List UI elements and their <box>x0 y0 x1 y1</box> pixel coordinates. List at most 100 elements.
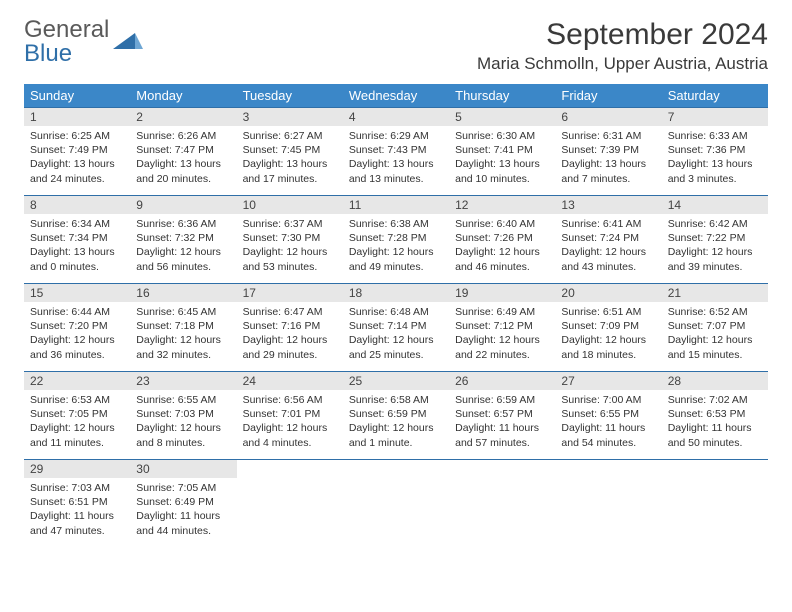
sunset-line: Sunset: 6:55 PM <box>561 407 655 421</box>
calendar-body: 1Sunrise: 6:25 AMSunset: 7:49 PMDaylight… <box>24 108 768 548</box>
calendar-cell: 18Sunrise: 6:48 AMSunset: 7:14 PMDayligh… <box>343 284 449 372</box>
calendar-cell: 25Sunrise: 6:58 AMSunset: 6:59 PMDayligh… <box>343 372 449 460</box>
sunset-line: Sunset: 7:12 PM <box>455 319 549 333</box>
day-number: 27 <box>555 372 661 390</box>
weekday-header: Monday <box>130 84 236 108</box>
daylight-line2: and 0 minutes. <box>30 260 124 274</box>
sunset-line: Sunset: 7:26 PM <box>455 231 549 245</box>
sunset-line: Sunset: 7:07 PM <box>668 319 762 333</box>
weekday-header: Sunday <box>24 84 130 108</box>
sunset-line: Sunset: 7:14 PM <box>349 319 443 333</box>
sunrise-line: Sunrise: 6:30 AM <box>455 129 549 143</box>
calendar-cell: 19Sunrise: 6:49 AMSunset: 7:12 PMDayligh… <box>449 284 555 372</box>
sunset-line: Sunset: 7:43 PM <box>349 143 443 157</box>
title-block: September 2024 Maria Schmolln, Upper Aus… <box>477 18 768 74</box>
calendar-cell: 17Sunrise: 6:47 AMSunset: 7:16 PMDayligh… <box>237 284 343 372</box>
daylight-line1: Daylight: 12 hours <box>243 333 337 347</box>
day-number: 9 <box>130 196 236 214</box>
day-details: Sunrise: 6:45 AMSunset: 7:18 PMDaylight:… <box>130 302 236 366</box>
weekday-header: Thursday <box>449 84 555 108</box>
header: General Blue September 2024 Maria Schmol… <box>24 18 768 74</box>
sunset-line: Sunset: 7:45 PM <box>243 143 337 157</box>
day-number: 3 <box>237 108 343 126</box>
sunset-line: Sunset: 7:32 PM <box>136 231 230 245</box>
day-number: 15 <box>24 284 130 302</box>
day-details: Sunrise: 7:05 AMSunset: 6:49 PMDaylight:… <box>130 478 236 542</box>
daylight-line2: and 36 minutes. <box>30 348 124 362</box>
day-number: 16 <box>130 284 236 302</box>
sunrise-line: Sunrise: 6:26 AM <box>136 129 230 143</box>
sunset-line: Sunset: 7:49 PM <box>30 143 124 157</box>
daylight-line2: and 15 minutes. <box>668 348 762 362</box>
daylight-line1: Daylight: 13 hours <box>136 157 230 171</box>
calendar-cell: 29Sunrise: 7:03 AMSunset: 6:51 PMDayligh… <box>24 460 130 548</box>
day-details: Sunrise: 6:25 AMSunset: 7:49 PMDaylight:… <box>24 126 130 190</box>
sunset-line: Sunset: 6:59 PM <box>349 407 443 421</box>
sunrise-line: Sunrise: 6:53 AM <box>30 393 124 407</box>
sunset-line: Sunset: 7:18 PM <box>136 319 230 333</box>
daylight-line1: Daylight: 12 hours <box>30 333 124 347</box>
day-details: Sunrise: 6:52 AMSunset: 7:07 PMDaylight:… <box>662 302 768 366</box>
day-number: 10 <box>237 196 343 214</box>
day-number: 18 <box>343 284 449 302</box>
logo-text-general: General <box>24 16 109 43</box>
calendar-cell: 5Sunrise: 6:30 AMSunset: 7:41 PMDaylight… <box>449 108 555 196</box>
calendar-cell: 6Sunrise: 6:31 AMSunset: 7:39 PMDaylight… <box>555 108 661 196</box>
daylight-line1: Daylight: 12 hours <box>349 333 443 347</box>
calendar-week-row: 1Sunrise: 6:25 AMSunset: 7:49 PMDaylight… <box>24 108 768 196</box>
sunset-line: Sunset: 7:41 PM <box>455 143 549 157</box>
sunrise-line: Sunrise: 6:38 AM <box>349 217 443 231</box>
day-number: 4 <box>343 108 449 126</box>
day-details: Sunrise: 6:33 AMSunset: 7:36 PMDaylight:… <box>662 126 768 190</box>
daylight-line2: and 44 minutes. <box>136 524 230 538</box>
day-number: 14 <box>662 196 768 214</box>
logo-text-blue: Blue <box>24 40 72 67</box>
day-details: Sunrise: 6:56 AMSunset: 7:01 PMDaylight:… <box>237 390 343 454</box>
daylight-line2: and 50 minutes. <box>668 436 762 450</box>
daylight-line1: Daylight: 11 hours <box>455 421 549 435</box>
daylight-line2: and 1 minute. <box>349 436 443 450</box>
day-number: 13 <box>555 196 661 214</box>
sunrise-line: Sunrise: 7:02 AM <box>668 393 762 407</box>
sunset-line: Sunset: 7:39 PM <box>561 143 655 157</box>
daylight-line1: Daylight: 12 hours <box>136 245 230 259</box>
day-number: 25 <box>343 372 449 390</box>
calendar-cell: 16Sunrise: 6:45 AMSunset: 7:18 PMDayligh… <box>130 284 236 372</box>
daylight-line1: Daylight: 13 hours <box>30 157 124 171</box>
sunset-line: Sunset: 7:16 PM <box>243 319 337 333</box>
day-details: Sunrise: 6:53 AMSunset: 7:05 PMDaylight:… <box>24 390 130 454</box>
sunset-line: Sunset: 6:53 PM <box>668 407 762 421</box>
calendar-cell: 8Sunrise: 6:34 AMSunset: 7:34 PMDaylight… <box>24 196 130 284</box>
daylight-line1: Daylight: 12 hours <box>668 333 762 347</box>
day-number: 30 <box>130 460 236 478</box>
calendar-cell: 1Sunrise: 6:25 AMSunset: 7:49 PMDaylight… <box>24 108 130 196</box>
sunset-line: Sunset: 7:28 PM <box>349 231 443 245</box>
daylight-line2: and 7 minutes. <box>561 172 655 186</box>
calendar-cell: 15Sunrise: 6:44 AMSunset: 7:20 PMDayligh… <box>24 284 130 372</box>
daylight-line1: Daylight: 12 hours <box>455 333 549 347</box>
day-details: Sunrise: 7:00 AMSunset: 6:55 PMDaylight:… <box>555 390 661 454</box>
calendar-cell <box>343 460 449 548</box>
sunset-line: Sunset: 6:49 PM <box>136 495 230 509</box>
daylight-line1: Daylight: 12 hours <box>561 333 655 347</box>
day-number: 12 <box>449 196 555 214</box>
weekday-row: SundayMondayTuesdayWednesdayThursdayFrid… <box>24 84 768 108</box>
sunset-line: Sunset: 7:47 PM <box>136 143 230 157</box>
day-details: Sunrise: 6:55 AMSunset: 7:03 PMDaylight:… <box>130 390 236 454</box>
sunrise-line: Sunrise: 6:56 AM <box>243 393 337 407</box>
daylight-line2: and 29 minutes. <box>243 348 337 362</box>
day-details: Sunrise: 6:30 AMSunset: 7:41 PMDaylight:… <box>449 126 555 190</box>
daylight-line1: Daylight: 13 hours <box>30 245 124 259</box>
sunset-line: Sunset: 7:30 PM <box>243 231 337 245</box>
daylight-line1: Daylight: 12 hours <box>243 421 337 435</box>
daylight-line1: Daylight: 11 hours <box>668 421 762 435</box>
day-details: Sunrise: 6:51 AMSunset: 7:09 PMDaylight:… <box>555 302 661 366</box>
sunrise-line: Sunrise: 7:03 AM <box>30 481 124 495</box>
day-details: Sunrise: 6:31 AMSunset: 7:39 PMDaylight:… <box>555 126 661 190</box>
day-number: 5 <box>449 108 555 126</box>
day-details: Sunrise: 7:03 AMSunset: 6:51 PMDaylight:… <box>24 478 130 542</box>
daylight-line1: Daylight: 12 hours <box>136 333 230 347</box>
weekday-header: Wednesday <box>343 84 449 108</box>
sunrise-line: Sunrise: 6:34 AM <box>30 217 124 231</box>
daylight-line1: Daylight: 13 hours <box>243 157 337 171</box>
